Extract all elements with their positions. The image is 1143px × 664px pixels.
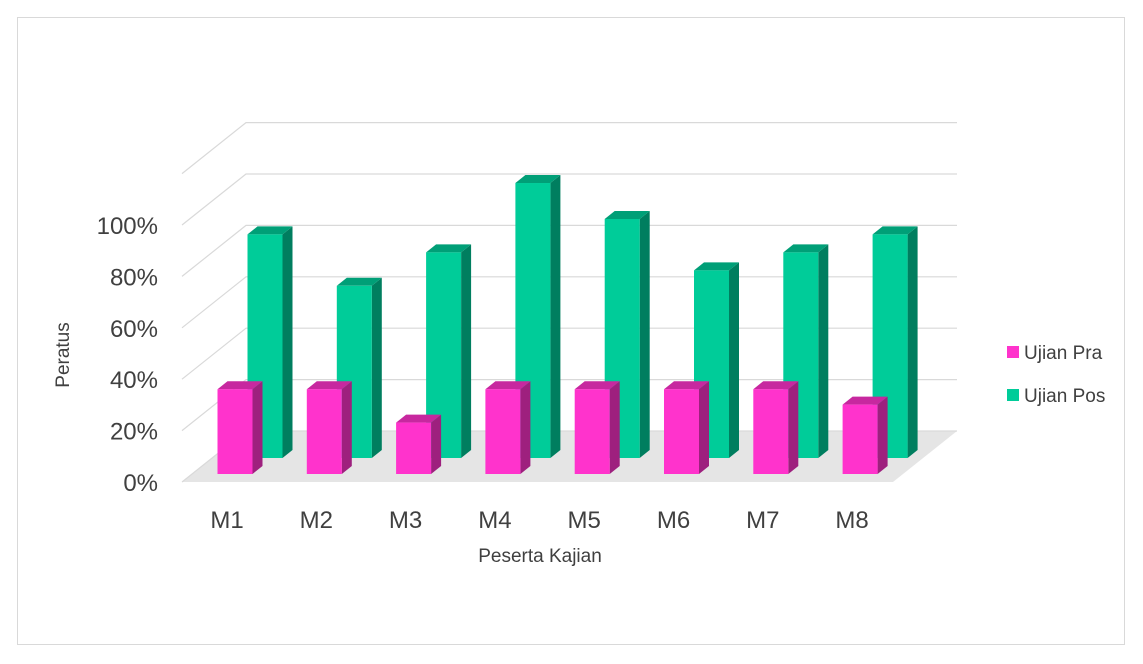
chart-frame <box>17 17 1125 645</box>
bar-top <box>426 244 472 253</box>
legend: Ujian Pra Ujian Pos <box>1007 343 1105 407</box>
y-tick-label: 100% <box>97 213 158 240</box>
y-tick-label: 40% <box>110 367 158 394</box>
bar-ujian-pra-m3 <box>396 414 442 474</box>
bar-side <box>461 244 472 458</box>
chart-floor <box>182 431 957 482</box>
bar-top <box>485 381 531 390</box>
bar-front <box>396 422 432 474</box>
x-tick-label: M7 <box>746 507 779 534</box>
bar-ujian-pos-m2 <box>336 277 382 458</box>
bar-side <box>877 396 888 474</box>
bar-top <box>872 226 918 235</box>
legend-swatch-ujian-pos <box>1007 389 1019 401</box>
legend-label-ujian-pos: Ujian Pos <box>1024 386 1105 407</box>
bar-top <box>753 381 799 390</box>
bar-front <box>664 389 699 474</box>
bar-side <box>341 381 352 474</box>
gridline <box>181 327 957 380</box>
x-tick-label: M5 <box>568 507 601 534</box>
y-axis-title: Peratus <box>53 322 74 387</box>
x-tick-label: M1 <box>210 507 243 534</box>
y-tick-label: 80% <box>110 264 158 291</box>
y-axis-tick-labels: 0% 20% 40% 60% 80% 100% <box>97 213 158 497</box>
bar-ujian-pos-m3 <box>426 244 472 458</box>
bar-top <box>604 210 650 219</box>
legend-swatch-ujian-pra <box>1007 346 1019 358</box>
bar-side <box>639 210 650 458</box>
series-ujian-pra-bars <box>217 381 888 474</box>
bar-front <box>753 389 789 474</box>
x-tick-label: M4 <box>478 507 511 534</box>
bar-side <box>431 414 442 474</box>
bar-side <box>252 381 263 474</box>
bar-top <box>396 414 442 423</box>
bar-front <box>217 389 253 474</box>
bar-side <box>282 226 293 458</box>
bar-top <box>306 381 352 390</box>
x-tick-label: M2 <box>300 507 333 534</box>
bar-ujian-pra-m6 <box>664 381 709 474</box>
legend-label-ujian-pra: Ujian Pra <box>1024 343 1103 364</box>
bar-side <box>907 226 918 458</box>
bar-top <box>515 175 561 184</box>
bar-ujian-pra-m7 <box>753 381 799 474</box>
floor-plane <box>182 431 957 482</box>
bar-side <box>520 381 531 474</box>
bar-ujian-pra-m8 <box>842 396 888 474</box>
gridlines <box>181 121 957 483</box>
bar-side <box>788 381 799 474</box>
gridline <box>181 276 957 329</box>
bar-ujian-pra-m1 <box>217 381 263 474</box>
bar-top <box>217 381 263 390</box>
bar-side <box>729 262 739 458</box>
bar-top <box>664 381 709 390</box>
y-tick-label: 20% <box>110 419 158 446</box>
bar-side <box>550 175 561 458</box>
bar-top <box>783 244 829 253</box>
bar-front <box>574 389 610 474</box>
bar-front <box>306 389 342 474</box>
gridline <box>181 379 957 432</box>
series-ujian-pos-bars <box>247 175 918 458</box>
bar-front <box>485 389 521 474</box>
bar-top <box>694 262 739 271</box>
bar-ujian-pra-m4 <box>485 381 531 474</box>
bar-side <box>818 244 829 458</box>
bar-ujian-pos-m1 <box>247 226 293 458</box>
bar-ujian-pra-m5 <box>574 381 620 474</box>
x-tick-label: M3 <box>389 507 422 534</box>
bar-front <box>842 404 878 474</box>
y-tick-label: 60% <box>110 316 158 343</box>
bar-side <box>371 277 382 458</box>
x-axis-tick-labels: M1 M2 M3 M4 M5 M6 M7 M8 <box>210 507 868 534</box>
legend-item-ujian-pra: Ujian Pra <box>1007 343 1103 364</box>
bar-ujian-pra-m2 <box>306 381 352 474</box>
x-tick-label: M6 <box>657 507 690 534</box>
bar-top <box>574 381 620 390</box>
bar-side <box>699 381 709 474</box>
gridline <box>181 224 957 277</box>
bar-top <box>842 396 888 405</box>
bar-side <box>609 381 620 474</box>
y-tick-label: 0% <box>123 470 158 497</box>
gridline <box>181 173 957 226</box>
x-tick-label: M8 <box>835 507 868 534</box>
x-axis-title: Peserta Kajian <box>478 546 602 567</box>
bar-top <box>247 226 293 235</box>
gridline <box>181 121 957 175</box>
legend-item-ujian-pos: Ujian Pos <box>1007 386 1105 407</box>
bar-top <box>336 277 382 286</box>
